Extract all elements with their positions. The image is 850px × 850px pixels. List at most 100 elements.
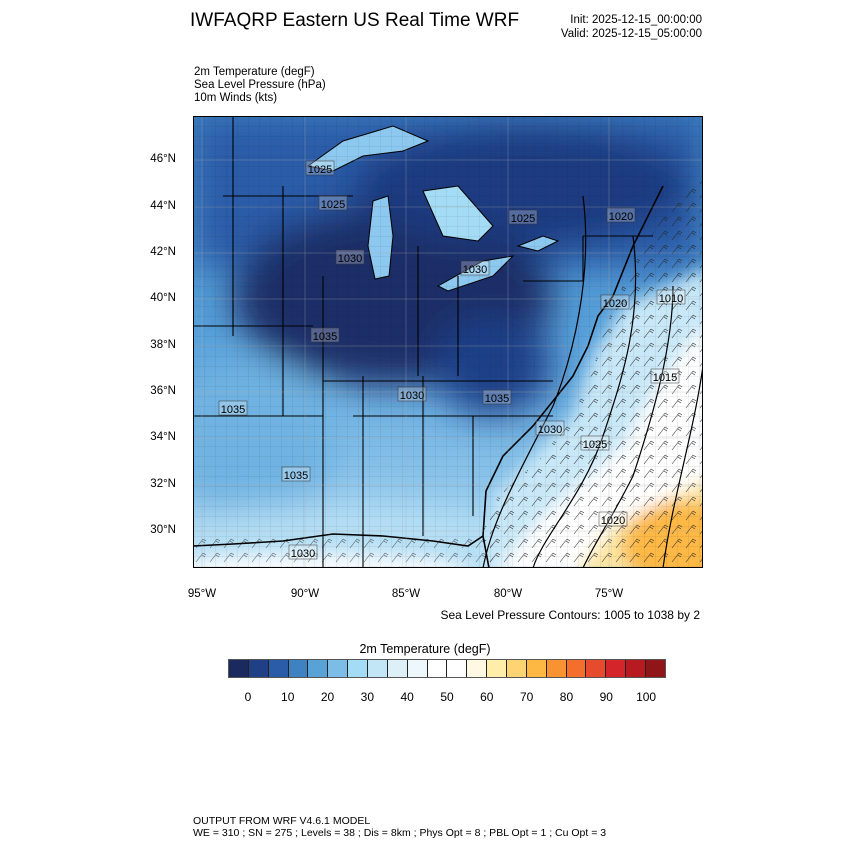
- pressure-label-box: [397, 386, 427, 402]
- graticule: [193, 116, 703, 568]
- lat-tick-label: 42°N: [150, 246, 176, 258]
- lon-tick-label: 75°W: [594, 588, 624, 600]
- pressure-labels: 1025 1025 1030 1035 1025 1030 1020 1020 1010 1035…: [218, 160, 686, 560]
- colorbar-label: 50: [440, 690, 454, 704]
- pressure-label-box: [482, 389, 512, 405]
- map-frame: [193, 116, 703, 568]
- model-version: OUTPUT FROM WRF V4.6.1 MODEL: [193, 815, 371, 827]
- pressure-label: 1025: [511, 213, 535, 225]
- contour-note: Sea Level Pressure Contours: 1005 to 103…: [440, 608, 701, 622]
- lat-tick-label: 46°N: [150, 153, 176, 165]
- colorbar-swatch: [626, 660, 647, 677]
- colorbar-swatch: [328, 660, 349, 677]
- colorbar-label: 20: [320, 690, 335, 704]
- field-list: 2m Temperature (degF) Sea Level Pressure…: [194, 66, 326, 105]
- colorbar-label: 60: [480, 690, 494, 704]
- pressure-label: 1030: [291, 548, 315, 560]
- pressure-label: 1030: [400, 390, 424, 402]
- pressure-label-box: [281, 466, 311, 482]
- pressure-label-box: [650, 368, 680, 384]
- pressure-label-box: [656, 289, 686, 305]
- pressure-label-box: [288, 544, 318, 560]
- colorbar-label: 0: [244, 690, 252, 704]
- colorbar-swatch: [507, 660, 527, 677]
- colorbar-label: 10: [281, 690, 295, 704]
- colorbar-swatch: [229, 660, 249, 677]
- colorbar-swatch: [646, 660, 665, 677]
- colorbar-swatch: [248, 660, 269, 677]
- colorbar-title: 2m Temperature (degF): [359, 642, 491, 656]
- lat-tick-label: 32°N: [150, 478, 176, 490]
- pressure-label-box: [606, 207, 636, 223]
- pressure-label-box: [318, 195, 348, 211]
- colorbar-swatch: [586, 660, 607, 677]
- pressure-label: 1025: [308, 164, 332, 176]
- lon-tick-label: 95°W: [187, 588, 217, 600]
- pressure-label: 1025: [321, 199, 345, 211]
- colorbar-swatch: [467, 660, 488, 677]
- colorbar-swatch: [526, 660, 547, 677]
- pressure-label: 1015: [653, 372, 677, 384]
- colorbar-label: 90: [599, 690, 613, 704]
- field-winds: 10m Winds (kts): [194, 92, 278, 104]
- colorbar-swatch: [368, 660, 388, 677]
- lat-tick-label: 44°N: [150, 200, 176, 212]
- pressure-label-box: [305, 160, 335, 176]
- pressure-label-box: [508, 209, 538, 225]
- pressure-label: 1020: [609, 211, 633, 223]
- init-time: Init: 2025-12-15_00:00:00: [570, 14, 702, 26]
- pressure-label: 1030: [538, 424, 562, 436]
- run-times: Init: 2025-12-15_00:00:00 Valid: 2025-12…: [561, 13, 702, 41]
- pressure-label: 1025: [583, 439, 607, 451]
- colorbar-swatch: [308, 660, 329, 677]
- lon-tick-label: 90°W: [290, 588, 320, 600]
- field-temperature: 2m Temperature (degF): [194, 66, 315, 78]
- pressure-label-box: [535, 420, 565, 436]
- colorbar-swatch: [268, 660, 289, 677]
- pressure-label-box: [218, 400, 248, 416]
- colorbar-swatch: [348, 660, 369, 677]
- wind-barbs: [483, 176, 703, 568]
- colorbar-swatch: [387, 660, 408, 677]
- valid-time: Valid: 2025-12-15_05:00:00: [560, 28, 702, 40]
- weather-map: 1025 1025 1030 1035 1025 1030 1020 1020 1010 1035…: [193, 116, 703, 568]
- colorbar-label: 40: [400, 690, 414, 704]
- field-pressure: Sea Level Pressure (hPa): [194, 79, 326, 91]
- wind-barbs-gulf: [193, 536, 493, 568]
- colorbar-swatch: [606, 660, 627, 677]
- pressure-label: 1035: [221, 404, 245, 416]
- colorbar-swatch: [566, 660, 587, 677]
- colorbar-label: 80: [559, 690, 574, 704]
- lon-tick-label: 85°W: [391, 588, 421, 600]
- pressure-label-box: [460, 260, 490, 276]
- colorbar-swatch: [288, 660, 309, 677]
- pressure-label: 1035: [485, 393, 509, 405]
- colorbar-label: 30: [360, 690, 375, 704]
- pressure-label-box: [310, 327, 340, 343]
- colorbar-swatch: [427, 660, 448, 677]
- lat-tick-label: 40°N: [150, 292, 176, 304]
- state-borders: [193, 116, 653, 568]
- pressure-label-box: [600, 294, 630, 310]
- pressure-label-box: [598, 511, 628, 527]
- pressure-label: 1035: [284, 470, 308, 482]
- lon-tick-label: 80°W: [493, 588, 523, 600]
- pressure-label: 1020: [601, 515, 625, 527]
- pressure-label-box: [580, 435, 610, 451]
- colorbar-swatch: [407, 660, 428, 677]
- colorbar-swatch: [546, 660, 567, 677]
- colorbar: [228, 659, 666, 678]
- lat-tick-label: 34°N: [150, 431, 176, 443]
- colorbar-swatch: [447, 660, 468, 677]
- pressure-label: 1010: [659, 293, 683, 305]
- lat-tick-label: 30°N: [150, 524, 176, 536]
- colorbar-label: 100: [636, 690, 657, 704]
- pressure-label-box: [335, 249, 365, 265]
- pressure-label: 1030: [338, 253, 362, 265]
- coastline: [193, 185, 664, 568]
- colorbar-label: 70: [519, 690, 534, 704]
- pressure-label: 1020: [603, 298, 627, 310]
- lat-tick-label: 38°N: [150, 339, 176, 351]
- pressure-label: 1030: [463, 264, 487, 276]
- lat-tick-label: 36°N: [150, 385, 176, 397]
